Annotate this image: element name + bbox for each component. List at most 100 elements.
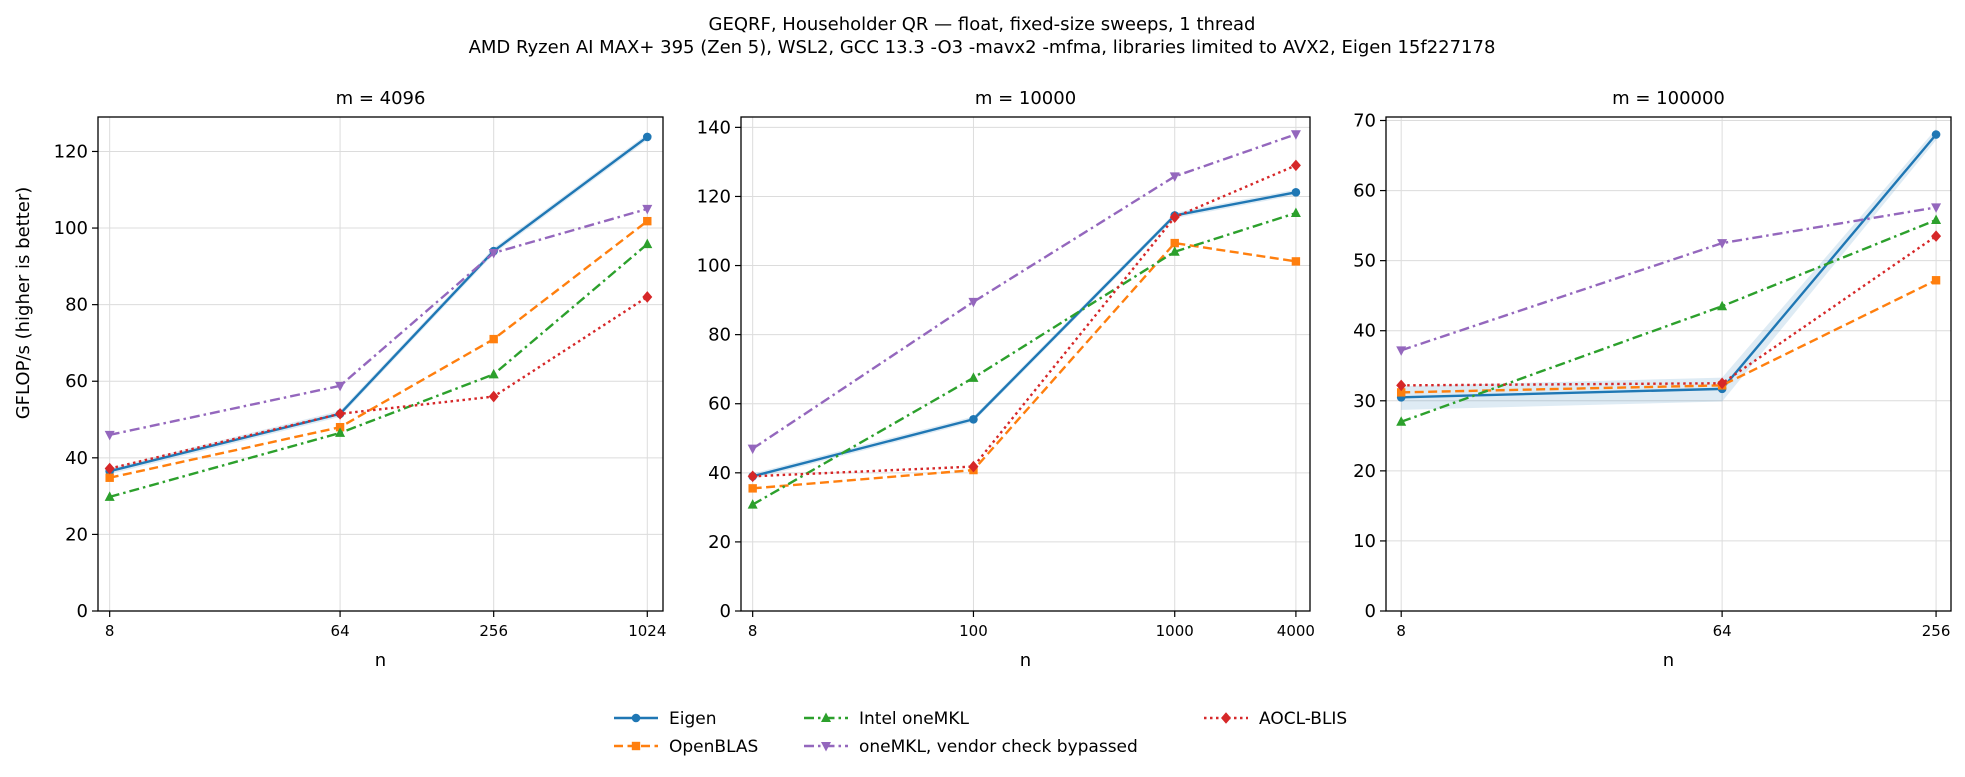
x-tick-label: 64: [331, 622, 350, 640]
data-point: [968, 297, 979, 308]
y-tick-label: 100: [54, 218, 88, 239]
data-point: [1170, 238, 1179, 248]
data-point: [643, 216, 652, 226]
legend-label: Eigen: [669, 709, 717, 729]
series-line: [752, 241, 1297, 490]
series-line: [109, 135, 649, 473]
data-point: [1717, 377, 1728, 390]
legend-entry-eigen: Eigen: [614, 709, 717, 729]
data-point: [642, 204, 653, 215]
x-tick-label: 1000: [1156, 622, 1194, 640]
data-point: [968, 460, 979, 473]
data-point: [1396, 346, 1407, 356]
series-openblas: [105, 216, 652, 482]
data-point: [1291, 188, 1301, 197]
x-tick-label: 8: [105, 622, 115, 640]
data-point: [747, 444, 758, 455]
y-tick-label: 60: [65, 371, 88, 392]
panel-title: m = 100000: [1612, 88, 1725, 109]
data-point: [1931, 130, 1941, 139]
data-point: [335, 381, 346, 392]
eigen-variability-band: [109, 133, 648, 475]
series-line: [109, 220, 649, 479]
x-tick-label: 64: [1713, 622, 1732, 640]
series-line: [1400, 218, 1937, 423]
series-aocl-blis: [747, 159, 1301, 483]
data-point: [104, 430, 115, 441]
series-eigen: [105, 132, 652, 476]
y-tick-label: 20: [1353, 461, 1376, 482]
legend-label: AOCL-BLIS: [1259, 709, 1347, 729]
data-point: [104, 491, 115, 501]
y-tick-label: 0: [77, 601, 88, 622]
data-point: [1931, 214, 1942, 225]
panel-title: m = 10000: [975, 88, 1076, 109]
series-openblas: [1396, 276, 1941, 397]
series-onemkl-vendor-check-bypassed: [104, 204, 653, 441]
series-line: [752, 211, 1297, 506]
data-point: [642, 238, 653, 249]
plot-frame: [1385, 116, 1952, 612]
y-tick-label: 40: [65, 448, 88, 469]
data-point: [642, 291, 653, 303]
data-point: [488, 390, 499, 403]
legend-marker: [821, 712, 831, 722]
legend-marker: [631, 713, 641, 723]
data-point: [104, 462, 115, 475]
panel-1: 0 20 40 60 80 100 120 8 64 256 1024 m = 4096 n: [54, 88, 667, 671]
plot-frame: [740, 116, 1311, 612]
legend-label: Intel oneMKL: [859, 709, 969, 729]
x-tick-label: 8: [748, 622, 758, 640]
y-tick-label: 0: [720, 601, 731, 622]
legend-label: OpenBLAS: [669, 737, 758, 757]
series-line: [1401, 279, 1937, 394]
data-point: [1931, 230, 1942, 242]
x-axis-label: n: [375, 650, 386, 671]
y-tick-label: 60: [1353, 181, 1376, 202]
series-line: [752, 164, 1297, 478]
series-aocl-blis: [1396, 230, 1942, 392]
data-point: [488, 248, 499, 259]
y-tick-label: 100: [697, 256, 731, 277]
x-tick-label: 256: [1922, 622, 1951, 640]
series-eigen: [1396, 130, 1941, 402]
y-tick-label: 120: [54, 141, 88, 162]
data-point: [747, 470, 758, 483]
data-point: [968, 372, 979, 382]
legend-marker: [1221, 712, 1231, 724]
legend-marker: [821, 742, 831, 752]
data-point: [489, 334, 498, 344]
data-point: [1931, 203, 1942, 213]
y-tick-label: 40: [708, 463, 731, 484]
legend-label: oneMKL, vendor check bypassed: [859, 737, 1138, 757]
y-tick-label: 30: [1353, 391, 1376, 412]
data-point: [748, 484, 757, 493]
data-point: [1291, 257, 1301, 266]
legend-entry-onemkl-vendor-check-bypassed: oneMKL, vendor check bypassed: [804, 737, 1138, 757]
data-point: [1290, 130, 1301, 140]
data-point: [1717, 300, 1728, 311]
series-onemkl-vendor-check-bypassed: [747, 130, 1301, 455]
series-intel-onemkl: [1396, 214, 1942, 426]
y-tick-label: 0: [1365, 601, 1376, 622]
y-tick-label: 80: [708, 325, 731, 346]
data-point: [1169, 211, 1180, 223]
legend-entry-intel-onemkl: Intel oneMKL: [804, 709, 969, 729]
data-point: [642, 132, 652, 142]
series-line: [1401, 133, 1937, 399]
data-point: [488, 368, 499, 379]
data-point: [1169, 246, 1180, 256]
x-tick-label: 256: [479, 622, 508, 640]
series-onemkl-vendor-check-bypassed: [1396, 203, 1942, 356]
y-axis-label: GFLOP/s (higher is better): [13, 187, 34, 420]
figure-title-line-2: AMD Ryzen AI MAX+ 395 (Zen 5), WSL2, GCC…: [469, 37, 1496, 58]
eigen-variability-band: [1401, 128, 1937, 410]
legend-entry-aocl-blis: AOCL-BLIS: [1204, 709, 1347, 729]
data-point: [747, 499, 758, 509]
legend: Eigen OpenBLAS Intel oneMKL oneMKL, vendor …: [614, 709, 1347, 757]
figure-title-line-1: GEQRF, Householder QR — float, fixed-siz…: [709, 14, 1256, 35]
series-line: [109, 207, 648, 437]
data-point: [969, 414, 978, 424]
